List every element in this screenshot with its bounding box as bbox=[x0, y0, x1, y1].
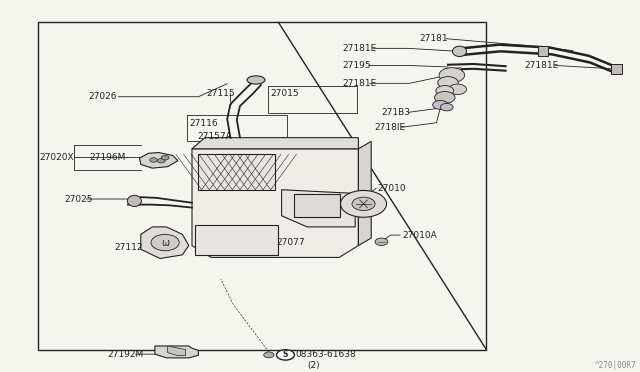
Text: 27116: 27116 bbox=[189, 119, 218, 128]
Text: ω: ω bbox=[161, 238, 169, 247]
Circle shape bbox=[439, 68, 465, 83]
Text: 27192M: 27192M bbox=[108, 350, 144, 359]
Polygon shape bbox=[141, 227, 189, 259]
Text: 271B3: 271B3 bbox=[381, 108, 410, 117]
Bar bbox=[195, 225, 278, 255]
Polygon shape bbox=[155, 346, 198, 358]
Circle shape bbox=[436, 86, 454, 96]
Bar bbox=[611, 64, 622, 74]
Text: S: S bbox=[283, 350, 288, 359]
Circle shape bbox=[276, 350, 294, 360]
Ellipse shape bbox=[247, 76, 265, 84]
Text: 27020X: 27020X bbox=[40, 153, 74, 162]
Text: 27181: 27181 bbox=[420, 34, 449, 43]
Circle shape bbox=[438, 77, 458, 89]
Polygon shape bbox=[192, 149, 358, 257]
Circle shape bbox=[340, 190, 387, 217]
Text: 27181E: 27181E bbox=[525, 61, 559, 70]
Text: 27181E: 27181E bbox=[342, 79, 377, 88]
Text: 27010: 27010 bbox=[378, 184, 406, 193]
Polygon shape bbox=[192, 138, 358, 149]
Text: (2): (2) bbox=[307, 361, 320, 370]
Text: ^270|00R7: ^270|00R7 bbox=[595, 361, 637, 370]
Text: 27115: 27115 bbox=[206, 89, 235, 98]
Circle shape bbox=[449, 84, 467, 94]
Circle shape bbox=[150, 158, 157, 162]
Text: 27015: 27015 bbox=[270, 89, 299, 98]
Text: 27112: 27112 bbox=[114, 243, 143, 252]
Polygon shape bbox=[358, 141, 371, 246]
Text: 27025: 27025 bbox=[64, 195, 93, 203]
Circle shape bbox=[435, 92, 455, 103]
Circle shape bbox=[440, 103, 453, 111]
Ellipse shape bbox=[127, 195, 141, 206]
Circle shape bbox=[352, 197, 375, 211]
Bar bbox=[294, 194, 340, 217]
Circle shape bbox=[157, 158, 165, 163]
Polygon shape bbox=[140, 153, 178, 168]
Text: 27010A: 27010A bbox=[402, 231, 436, 240]
Bar bbox=[38, 22, 486, 350]
Text: 27157A: 27157A bbox=[197, 132, 232, 141]
Text: 2718IE: 2718IE bbox=[374, 123, 406, 132]
Polygon shape bbox=[440, 68, 463, 77]
Text: 27195: 27195 bbox=[342, 61, 371, 70]
Text: 27026: 27026 bbox=[88, 92, 117, 101]
Polygon shape bbox=[282, 190, 355, 227]
Bar bbox=[198, 154, 275, 190]
Circle shape bbox=[264, 352, 274, 358]
Circle shape bbox=[151, 234, 179, 251]
Text: 27077: 27077 bbox=[276, 238, 305, 247]
Text: 27181E: 27181E bbox=[342, 44, 377, 53]
Polygon shape bbox=[438, 83, 461, 91]
Circle shape bbox=[433, 100, 448, 109]
Polygon shape bbox=[168, 346, 186, 356]
Circle shape bbox=[161, 155, 169, 160]
Ellipse shape bbox=[452, 46, 467, 57]
Circle shape bbox=[375, 238, 388, 246]
Bar bbox=[538, 46, 548, 56]
Text: 27196M: 27196M bbox=[90, 153, 126, 162]
Text: 08363-61638: 08363-61638 bbox=[296, 350, 356, 359]
